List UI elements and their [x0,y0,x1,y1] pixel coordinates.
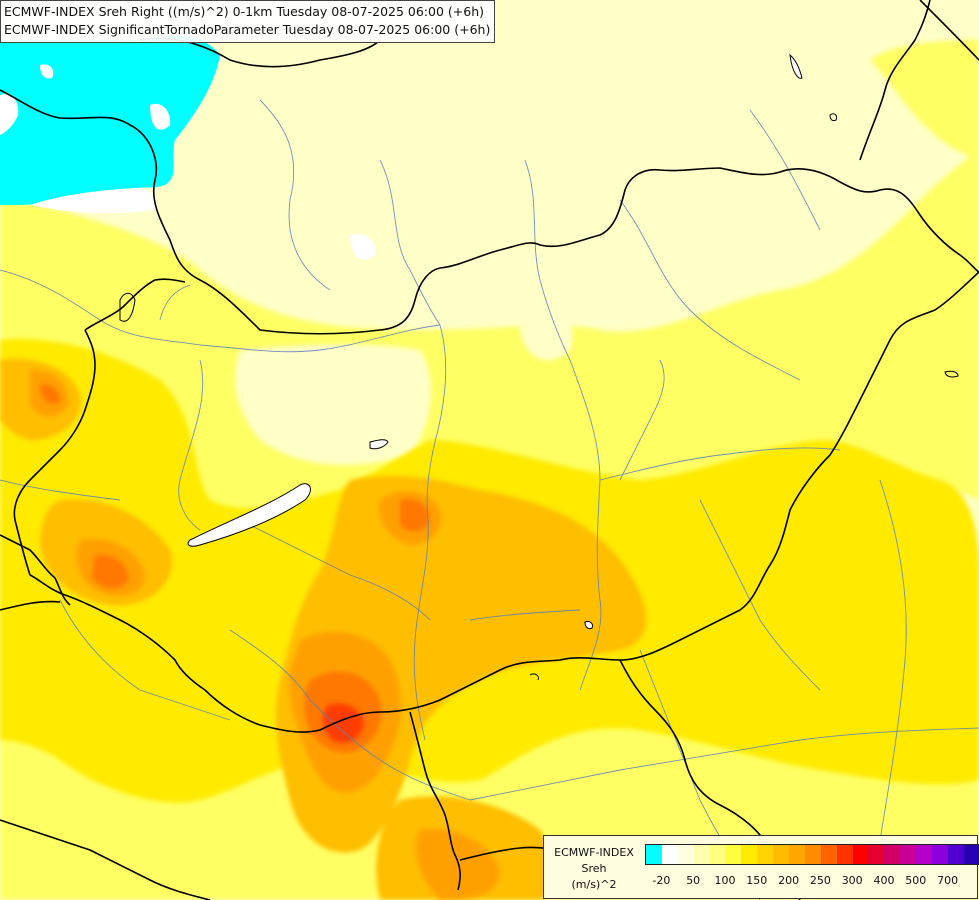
legend-tick-label: 50 [686,874,701,887]
legend-swatch [868,845,885,864]
legend-tick-label: 700 [937,874,959,887]
small-lakes-outline [119,113,959,681]
map-title-box: ECMWF-INDEX Sreh Right ((m/s)^2) 0-1km T… [0,0,496,43]
legend-swatch [677,845,694,864]
field-red-400 [322,703,364,743]
legend-swatch [741,845,758,864]
legend-tick-label: 500 [905,874,927,887]
legend-swatch [757,845,774,864]
legend-swatch [804,845,821,864]
legend-tick-label: 300 [841,874,863,887]
legend-swatch [646,845,662,864]
legend-swatch [932,845,948,864]
legend-swatch [963,845,979,864]
color-legend: ECMWF-INDEX Sreh (m/s)^2 -20 50 100 150 200 2… [543,835,979,899]
legend-swatch [820,845,837,864]
legend-tick-label: 200 [778,874,800,887]
legend-swatch [693,845,710,864]
legend-swatch [836,845,853,864]
legend-tick-label: 100 [714,874,736,887]
legend-swatch [947,845,964,864]
legend-swatch [900,845,917,864]
legend-swatch [852,845,869,864]
legend-tick-label: 150 [746,874,768,887]
legend-swatch [661,845,678,864]
legend-swatch [709,845,726,864]
legend-swatch [725,845,742,864]
legend-swatch [916,845,933,864]
legend-color-bar [645,844,979,865]
legend-unit-label: (m/s)^2 [571,878,617,891]
legend-model-label: ECMWF-INDEX [554,846,634,859]
title-line-sreh: ECMWF-INDEX Sreh Right ((m/s)^2) 0-1km T… [4,4,484,19]
legend-tick-label: 400 [873,874,895,887]
lakes [187,53,803,630]
title-line-stp: ECMWF-INDEX SignificantTornadoParameter … [4,22,491,37]
legend-swatch [773,845,790,864]
field-cyan-negative [0,35,376,260]
legend-field-label: Sreh [581,862,607,875]
legend-tick-label: 250 [809,874,831,887]
legend-swatch [884,845,901,864]
legend-swatch [789,845,805,864]
legend-tick-label: -20 [652,874,671,887]
